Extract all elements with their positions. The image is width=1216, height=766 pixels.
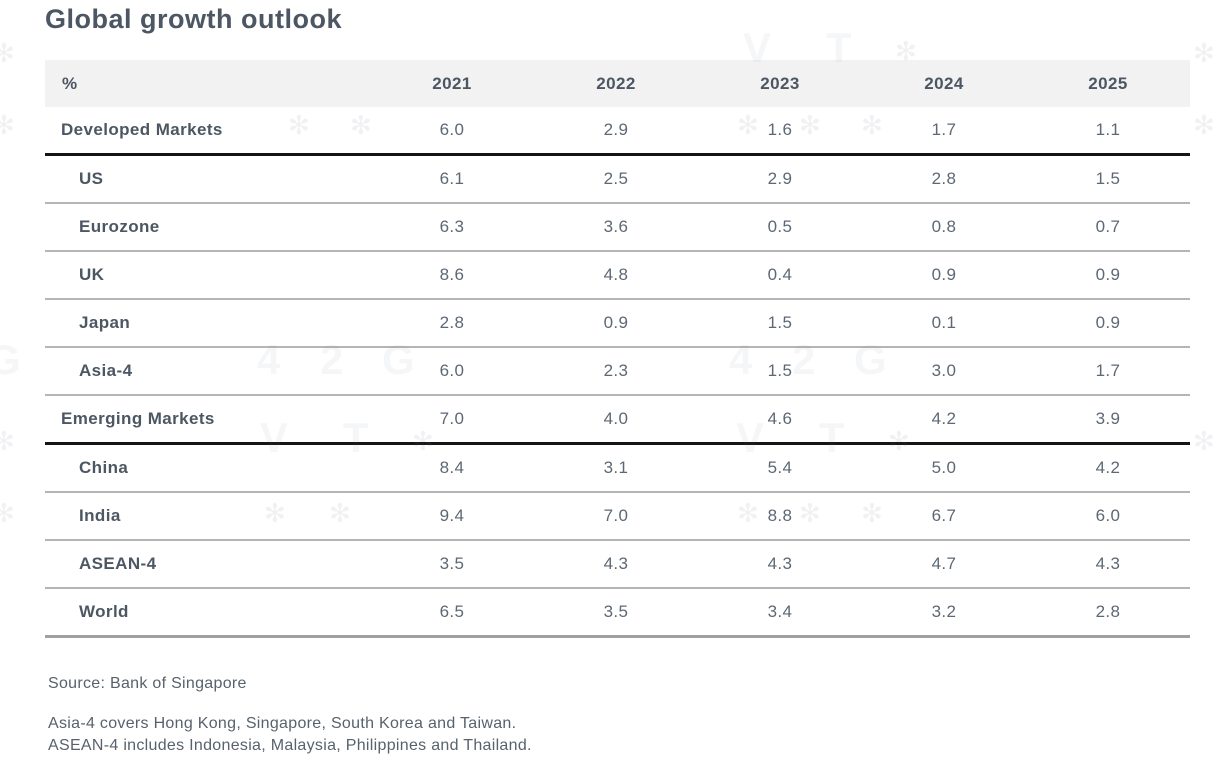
figure-content: Global growth outlook % 2021 2022 2023 2… — [45, 4, 1190, 757]
table-header-row: % 2021 2022 2023 2024 2025 — [45, 60, 1190, 107]
row-label: China — [79, 458, 129, 477]
watermark-star-icon: ✻ — [0, 498, 15, 528]
row-label: Japan — [79, 313, 131, 332]
row-label: World — [79, 602, 129, 621]
table-row-eurozone: Eurozone 6.3 3.6 0.5 0.8 0.7 — [45, 203, 1190, 251]
table-row-asean4: ASEAN-4 3.5 4.3 4.3 4.7 4.3 — [45, 540, 1190, 588]
cell-value: 2.3 — [603, 361, 629, 380]
cell-value: 1.6 — [767, 120, 793, 139]
row-label: Developed Markets — [61, 120, 223, 139]
cell-value: 6.1 — [439, 169, 465, 188]
col-header-2023: 2023 — [698, 60, 862, 107]
asia4-definition-note: Asia-4 covers Hong Kong, Singapore, Sout… — [48, 715, 517, 732]
cell-value: 0.7 — [1095, 217, 1121, 236]
col-header-unit: % — [45, 60, 370, 107]
row-label: US — [79, 169, 104, 188]
cell-value: 1.5 — [767, 313, 793, 332]
cell-value: 2.8 — [931, 169, 957, 188]
cell-value: 2.9 — [603, 120, 629, 139]
growth-outlook-table: % 2021 2022 2023 2024 2025 Developed Mar… — [45, 60, 1190, 638]
cell-value: 1.5 — [1095, 169, 1121, 188]
cell-value: 3.5 — [439, 554, 465, 573]
row-label: Asia-4 — [79, 361, 133, 380]
cell-value: 7.0 — [439, 409, 465, 428]
cell-value: 0.9 — [1095, 313, 1121, 332]
cell-value: 4.2 — [1095, 458, 1121, 477]
cell-value: 4.6 — [767, 409, 793, 428]
cell-value: 6.0 — [439, 120, 465, 139]
cell-value: 2.5 — [603, 169, 629, 188]
cell-value: 0.9 — [931, 265, 957, 284]
cell-value: 7.0 — [603, 506, 629, 525]
table-row-asia4: Asia-4 6.0 2.3 1.5 3.0 1.7 — [45, 347, 1190, 395]
watermark-star-icon: ✻ — [1193, 110, 1215, 140]
watermark-star-icon: ✻ — [1193, 38, 1215, 68]
cell-value: 1.1 — [1095, 120, 1121, 139]
cell-value: 1.5 — [767, 361, 793, 380]
page-title: Global growth outlook — [45, 4, 342, 34]
cell-value: 3.4 — [767, 602, 793, 621]
cell-value: 3.5 — [603, 602, 629, 621]
cell-value: 3.1 — [603, 458, 629, 477]
row-label: Eurozone — [79, 217, 160, 236]
watermark-letter: G — [0, 336, 21, 383]
row-label: India — [79, 506, 121, 525]
cell-value: 2.9 — [767, 169, 793, 188]
cell-value: 3.6 — [603, 217, 629, 236]
row-label: ASEAN-4 — [79, 554, 157, 573]
cell-value: 5.0 — [931, 458, 957, 477]
cell-value: 6.7 — [931, 506, 957, 525]
row-label: Emerging Markets — [61, 409, 215, 428]
table-row-us: US 6.1 2.5 2.9 2.8 1.5 — [45, 155, 1190, 203]
cell-value: 3.0 — [931, 361, 957, 380]
cell-value: 1.7 — [931, 120, 957, 139]
row-label: UK — [79, 265, 105, 284]
watermark-star-icon: ✻ — [0, 426, 15, 456]
cell-value: 4.3 — [603, 554, 629, 573]
cell-value: 1.7 — [1095, 361, 1121, 380]
cell-value: 6.0 — [439, 361, 465, 380]
cell-value: 2.8 — [1095, 602, 1121, 621]
cell-value: 4.8 — [603, 265, 629, 284]
source-note: Source: Bank of Singapore — [48, 675, 247, 692]
col-header-2021: 2021 — [370, 60, 534, 107]
table-row-world: World 6.5 3.5 3.4 3.2 2.8 — [45, 588, 1190, 637]
table-row-uk: UK 8.6 4.8 0.4 0.9 0.9 — [45, 251, 1190, 299]
cell-value: 0.9 — [603, 313, 629, 332]
watermark-star-icon: ✻ — [0, 38, 15, 68]
col-header-2022: 2022 — [534, 60, 698, 107]
cell-value: 8.8 — [767, 506, 793, 525]
watermark-star-icon: ✻ — [0, 110, 15, 140]
cell-value: 4.2 — [931, 409, 957, 428]
table-row-emerging-markets: Emerging Markets 7.0 4.0 4.6 4.2 3.9 — [45, 395, 1190, 444]
cell-value: 0.8 — [931, 217, 957, 236]
cell-value: 0.4 — [767, 265, 793, 284]
cell-value: 0.1 — [931, 313, 957, 332]
cell-value: 6.3 — [439, 217, 465, 236]
cell-value: 6.0 — [1095, 506, 1121, 525]
table-row-developed-markets: Developed Markets 6.0 2.9 1.6 1.7 1.1 — [45, 107, 1190, 155]
cell-value: 0.5 — [767, 217, 793, 236]
cell-value: 8.6 — [439, 265, 465, 284]
cell-value: 4.3 — [767, 554, 793, 573]
cell-value: 3.2 — [931, 602, 957, 621]
col-header-2024: 2024 — [862, 60, 1026, 107]
watermark-star-icon: ✻ — [1193, 426, 1215, 456]
cell-value: 0.9 — [1095, 265, 1121, 284]
cell-value: 5.4 — [767, 458, 793, 477]
cell-value: 4.0 — [603, 409, 629, 428]
col-header-2025: 2025 — [1026, 60, 1190, 107]
table-row-india: India 9.4 7.0 8.8 6.7 6.0 — [45, 492, 1190, 540]
asean4-definition-note: ASEAN-4 includes Indonesia, Malaysia, Ph… — [48, 737, 532, 754]
table-row-japan: Japan 2.8 0.9 1.5 0.1 0.9 — [45, 299, 1190, 347]
table-row-china: China 8.4 3.1 5.4 5.0 4.2 — [45, 444, 1190, 492]
cell-value: 4.3 — [1095, 554, 1121, 573]
cell-value: 6.5 — [439, 602, 465, 621]
cell-value: 9.4 — [439, 506, 465, 525]
cell-value: 3.9 — [1095, 409, 1121, 428]
cell-value: 4.7 — [931, 554, 957, 573]
cell-value: 2.8 — [439, 313, 465, 332]
cell-value: 8.4 — [439, 458, 465, 477]
